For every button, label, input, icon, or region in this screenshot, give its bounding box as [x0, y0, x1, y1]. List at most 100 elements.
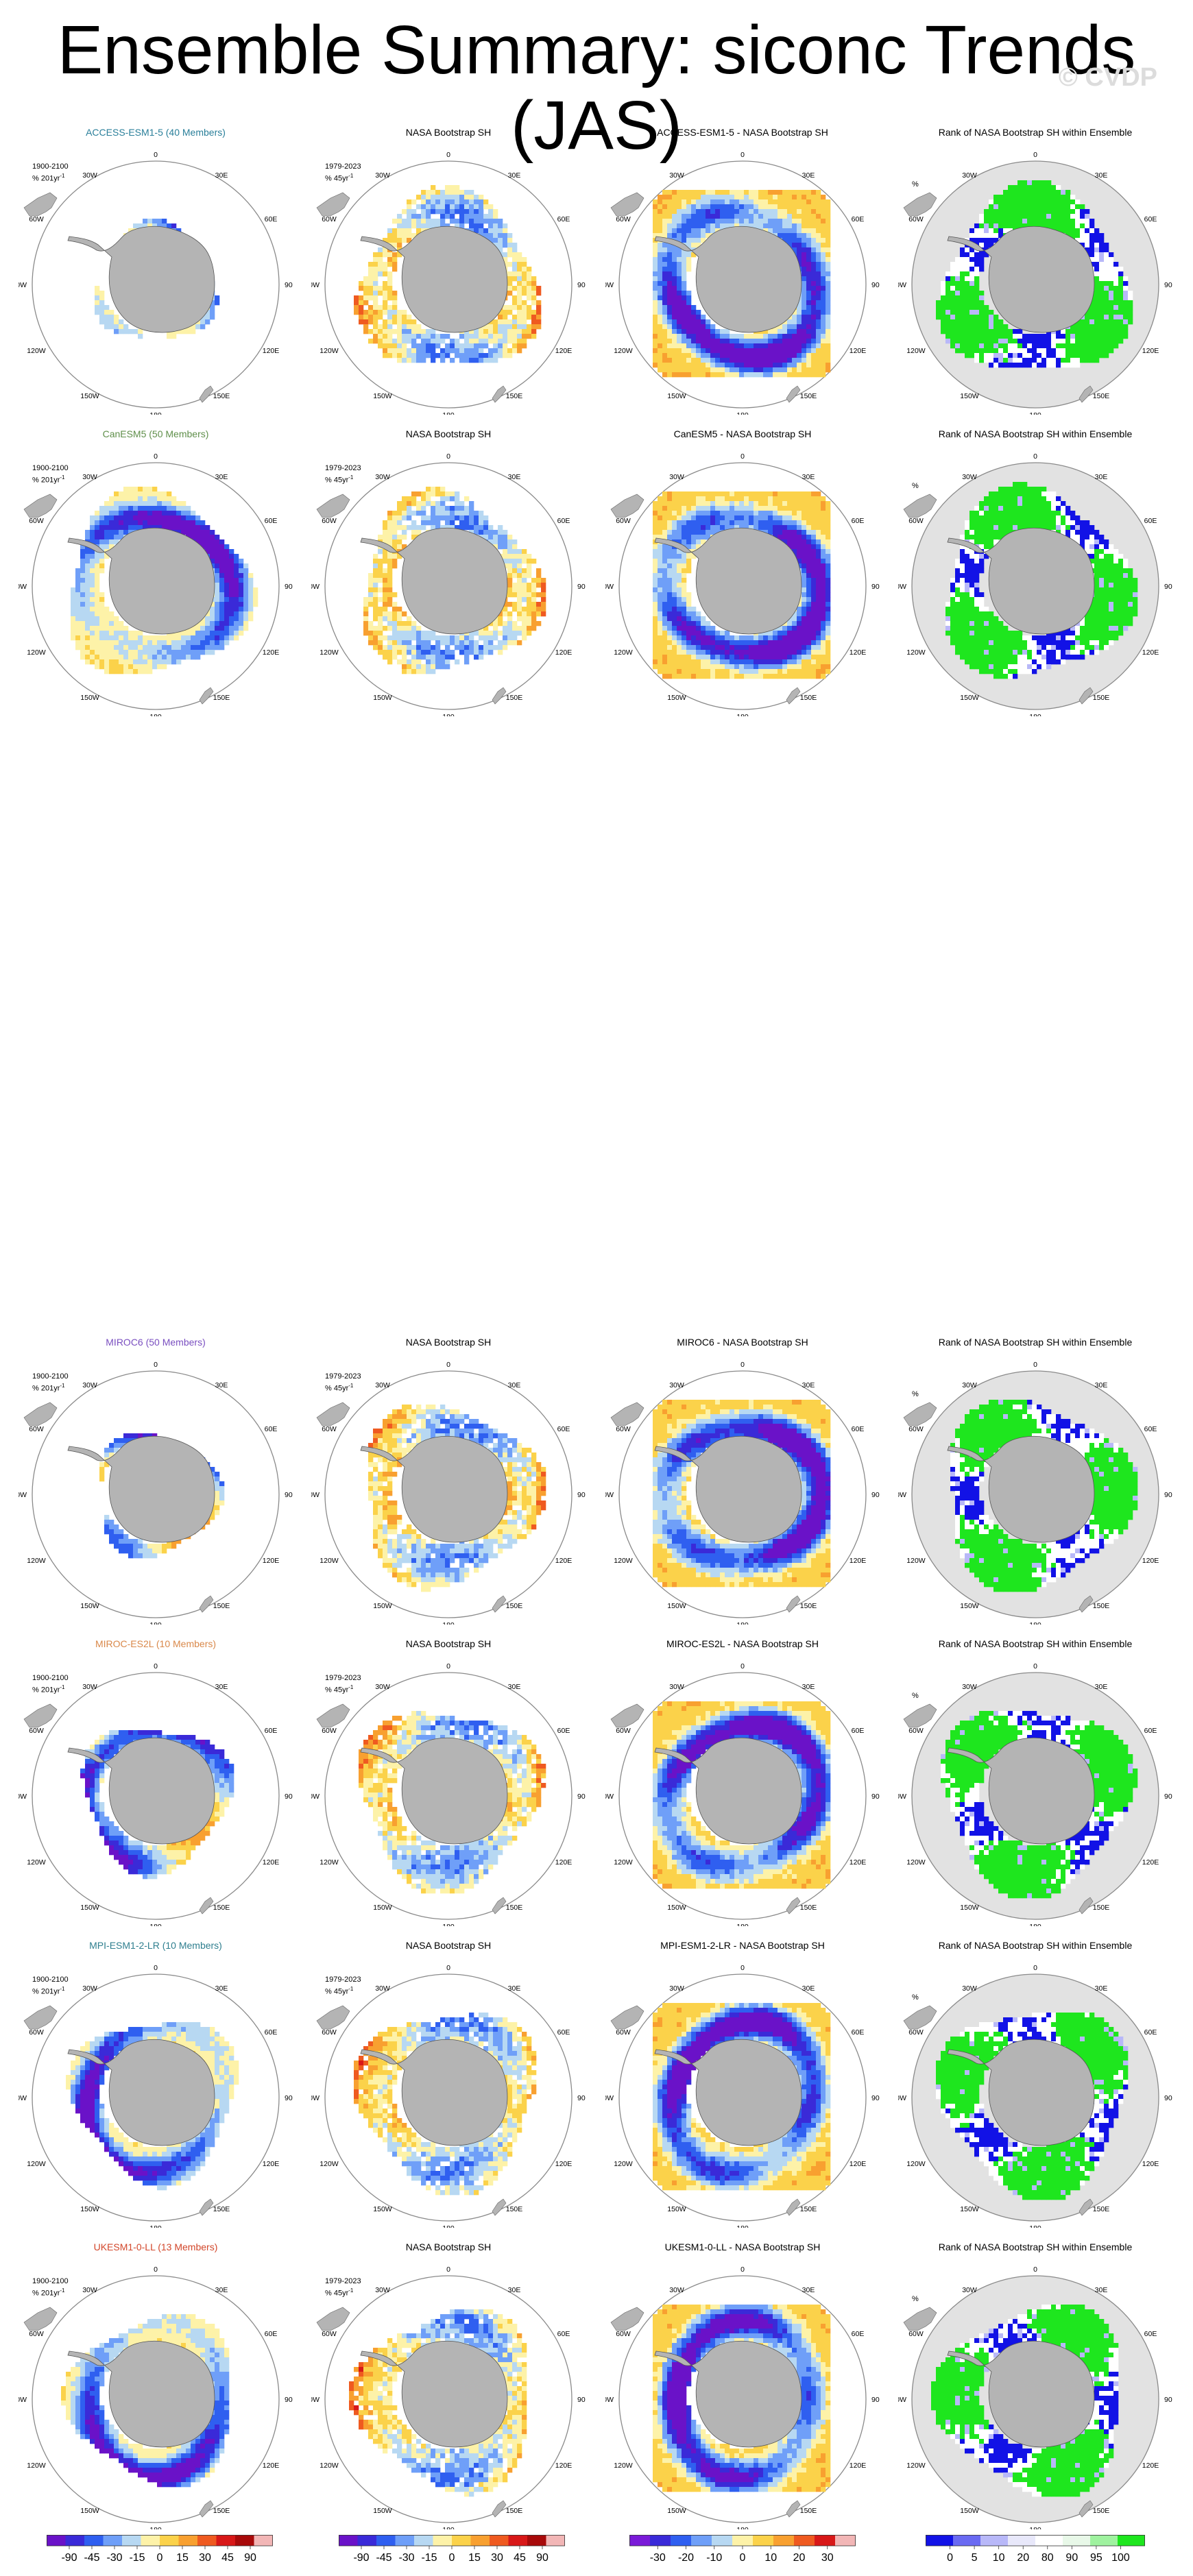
- colorbar-segment: [160, 2535, 179, 2546]
- lon-label-60w: 60W: [616, 2330, 631, 2338]
- antarctica-landmass: [947, 226, 1095, 333]
- lon-label-150w: 150W: [80, 2507, 99, 2515]
- panel-title: MIROC-ES2L (10 Members): [95, 1638, 217, 1649]
- obs-map-svg: 0 30E 60E 90E 120E 150E 180 150W 120W 90W 60W 30W: [311, 1964, 586, 2228]
- lon-label-60w: 60W: [29, 1727, 44, 1735]
- colorbar-tick-label: 95: [1090, 2552, 1102, 2564]
- colorbar-tick-label: -20: [678, 2552, 694, 2564]
- diff-trend-field: [653, 190, 831, 378]
- lon-label-120w: 120W: [906, 1557, 926, 1565]
- model-ensemble-trend-colorbar-svg: -90 -45 -30 -15 0 15 30 45 90: [47, 2535, 274, 2564]
- lon-label-90e: 90E: [285, 1491, 293, 1499]
- obs-trend-field: [354, 185, 542, 363]
- colorbar-tick-label: -30: [106, 2552, 122, 2564]
- lon-label-120e: 120E: [555, 347, 573, 355]
- new-zealand-landmass: [1078, 385, 1094, 403]
- rank-units-label: %: [912, 1993, 919, 2002]
- lon-label-30e: 30E: [508, 1683, 521, 1691]
- model-map-svg: 0 30E 60E 90E 120E 150E 180 150W 120W 90W 60W 30W: [19, 452, 293, 716]
- lon-label-120w: 120W: [320, 2160, 339, 2168]
- lon-label-150e: 150E: [213, 2507, 230, 2515]
- panel-units: 1900-2100 % 201yr-1: [32, 162, 69, 184]
- lon-label-60w: 60W: [616, 215, 631, 223]
- lon-label-120e: 120E: [263, 1858, 280, 1867]
- colorbar-segment: [835, 2535, 856, 2546]
- lon-label-30w: 30W: [375, 171, 390, 180]
- panel-units: 1979-2023 % 45yr-1: [325, 464, 361, 485]
- lon-label-150w: 150W: [80, 1602, 99, 1610]
- rank-trend-field: [931, 2305, 1119, 2497]
- model-panel: UKESM1-0-LL (13 Members) 0 30E 60E 90E 120E 15…: [19, 2241, 293, 2529]
- colorbar-tick-label: 10: [764, 2552, 777, 2564]
- period-label: 1979-2023: [325, 464, 361, 472]
- colorbar-segment: [753, 2535, 774, 2546]
- lon-label-30e: 30E: [215, 473, 228, 481]
- new-zealand-landmass: [786, 1897, 801, 1915]
- lon-label-180: 180: [442, 1621, 455, 1625]
- lon-label-60e: 60E: [265, 2330, 278, 2338]
- colorbar-segment: [357, 2535, 377, 2546]
- antarctica-landmass: [67, 1738, 215, 1845]
- antarctica-landmass: [654, 528, 802, 635]
- lon-label-120w: 120W: [320, 1858, 339, 1867]
- panel-title: MPI-ESM1-2-LR (10 Members): [89, 1940, 222, 1951]
- antarctica-landmass: [360, 528, 508, 635]
- colorbar-segment: [433, 2535, 453, 2546]
- units-label: % 45yr-1: [325, 1684, 354, 1694]
- period-label: 1900-2100: [32, 2277, 69, 2285]
- obs-map-svg: 0 30E 60E 90E 120E 150E 180 150W 120W 90W 60W 30W: [311, 452, 586, 716]
- units-exponent: -1: [348, 1986, 354, 1992]
- lon-label-60w: 60W: [322, 1425, 337, 1433]
- panel-units: 1900-2100 % 201yr-1: [32, 1976, 69, 1997]
- lon-label-60w: 60W: [29, 1425, 44, 1433]
- lon-label-180: 180: [442, 2224, 455, 2228]
- lon-label-120w: 120W: [906, 347, 926, 355]
- colorbar-segment: [103, 2535, 123, 2546]
- lon-label-0: 0: [446, 1662, 450, 1670]
- colorbar-tick-label: -45: [376, 2552, 391, 2564]
- colorbar-tick-label: 90: [244, 2552, 256, 2564]
- panel-title: NASA Bootstrap SH: [405, 127, 492, 138]
- colorbar-segment: [1090, 2535, 1118, 2546]
- lon-label-60w: 60W: [616, 2028, 631, 2037]
- rank-map-svg: 0 30E 60E 90E 120E 150E 180 150W 120W 90W 60W 30W: [898, 151, 1172, 415]
- lon-label-180: 180: [736, 411, 749, 415]
- lon-label-120e: 120E: [849, 648, 867, 657]
- obs-trend-field: [354, 2013, 537, 2196]
- panel-title: NASA Bootstrap SH: [405, 1940, 492, 1951]
- lon-label-150w: 150W: [960, 2205, 979, 2213]
- lon-label-0: 0: [1033, 452, 1037, 461]
- antarctica-landmass: [654, 2341, 802, 2448]
- lon-label-0: 0: [154, 1662, 158, 1670]
- units-label: % 201yr-1: [32, 1383, 65, 1393]
- lon-label-180: 180: [736, 713, 749, 716]
- lon-label-120w: 120W: [614, 347, 633, 355]
- panel-title: ACCESS-ESM1-5 - NASA Bootstrap SH: [657, 127, 828, 138]
- lon-label-30e: 30E: [508, 1381, 521, 1389]
- lon-label-90w: 90W: [898, 583, 906, 591]
- lon-label-180: 180: [149, 2224, 162, 2228]
- diff-trend-field: [653, 1701, 831, 1889]
- colorbar-tick-label: -30: [650, 2552, 666, 2564]
- panel-units: 1979-2023 % 45yr-1: [325, 1976, 361, 1997]
- south-america-landmass: [903, 192, 937, 217]
- south-america-landmass: [610, 2005, 644, 2030]
- lon-label-30w: 30W: [962, 1984, 977, 1993]
- antarctica-landmass: [654, 226, 802, 333]
- lon-label-60e: 60E: [852, 2028, 865, 2037]
- lon-label-30e: 30E: [508, 1984, 521, 1993]
- lon-label-90e: 90E: [285, 281, 293, 289]
- colorbar-segment: [339, 2535, 358, 2546]
- period-label: 1979-2023: [325, 162, 361, 171]
- lon-label-120w: 120W: [27, 648, 46, 657]
- lon-label-60e: 60E: [557, 2028, 570, 2037]
- lon-label-0: 0: [740, 2265, 745, 2274]
- south-america-landmass: [316, 494, 350, 518]
- diff-panel: UKESM1-0-LL - NASA Bootstrap SH 0 30E 60E 90…: [605, 2241, 880, 2529]
- lon-label-120w: 120W: [27, 2160, 46, 2168]
- lon-label-90w: 90W: [898, 1793, 906, 1801]
- lon-label-120w: 120W: [27, 2462, 46, 2470]
- lon-label-30w: 30W: [82, 171, 97, 180]
- colorbar-segment: [216, 2535, 236, 2546]
- lon-label-180: 180: [736, 1621, 749, 1625]
